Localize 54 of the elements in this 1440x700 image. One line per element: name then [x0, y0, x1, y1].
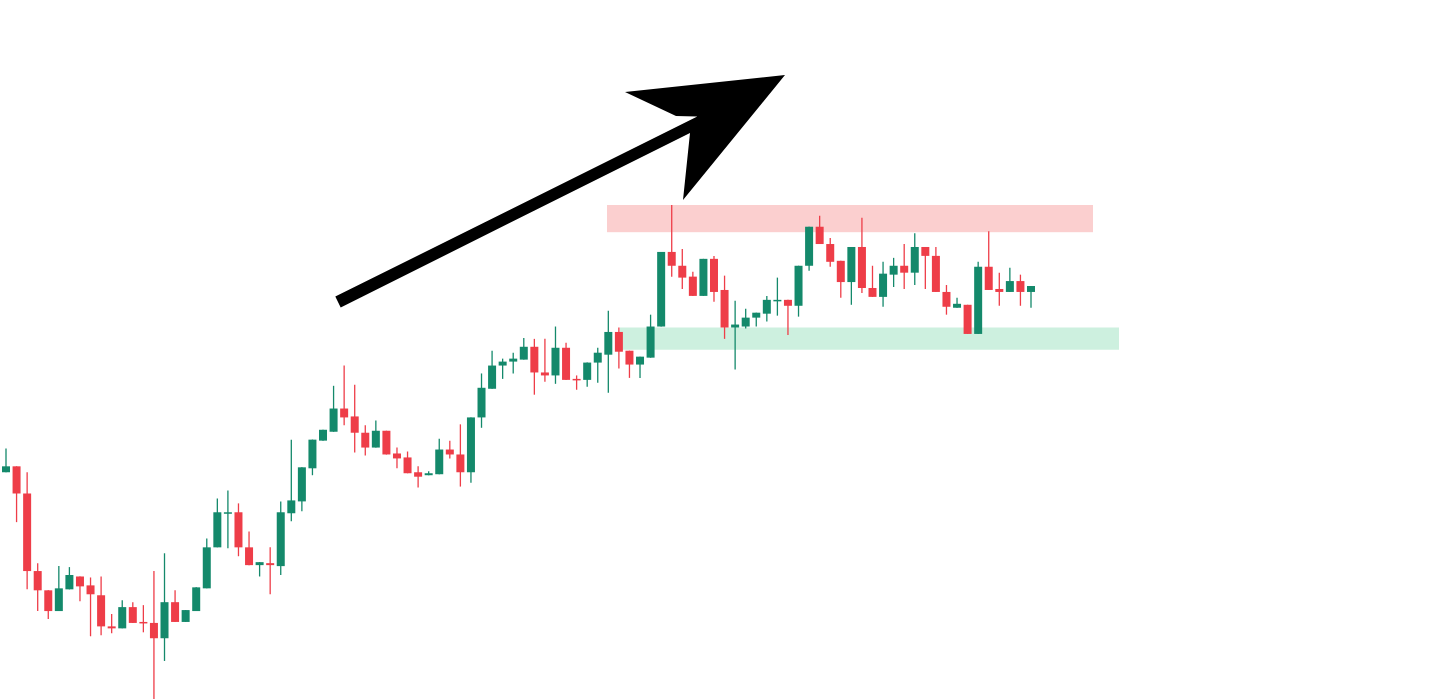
- candlestick: [149, 570, 158, 700]
- candlestick: [900, 243, 909, 290]
- candlestick: [879, 261, 888, 308]
- candlestick: [688, 271, 697, 297]
- candlestick: [371, 419, 380, 449]
- candlestick: [836, 260, 845, 299]
- candlestick: [583, 361, 592, 388]
- candlestick: [498, 357, 507, 380]
- candlestick: [942, 284, 951, 316]
- candlestick: [509, 352, 518, 375]
- candlestick: [604, 310, 613, 394]
- candlestick: [456, 423, 465, 488]
- candlestick: [678, 248, 687, 290]
- candlestick: [731, 300, 740, 371]
- candlestick: [762, 295, 771, 323]
- candlestick: [361, 424, 370, 457]
- candlestick: [953, 297, 962, 309]
- candlestick: [1016, 274, 1025, 307]
- candlestick: [118, 599, 127, 630]
- candlestick: [519, 337, 528, 361]
- candlestick: [868, 265, 877, 298]
- candlestick: [826, 237, 835, 268]
- candlestick: [889, 257, 898, 288]
- candlestick: [593, 347, 602, 384]
- candlestick: [128, 601, 137, 624]
- candlestick: [414, 465, 423, 489]
- candlestick: [350, 384, 359, 454]
- candlestick: [223, 489, 232, 549]
- candlestick: [392, 446, 401, 469]
- candlestick: [107, 613, 116, 634]
- candlestick: [625, 350, 634, 379]
- candlestick: [54, 565, 63, 612]
- candlestick: [815, 215, 824, 245]
- candlestick: [741, 308, 750, 330]
- candlestick: [75, 575, 84, 602]
- candlestick: [667, 204, 676, 278]
- candlestick: [33, 562, 42, 612]
- candlestick: [921, 246, 930, 290]
- candlestick: [287, 439, 296, 522]
- candlestick: [540, 338, 549, 383]
- candlestick: [44, 589, 53, 620]
- candlestick: [995, 272, 1004, 307]
- candlestick: [266, 546, 275, 595]
- candlestick: [245, 530, 254, 566]
- candlestick: [171, 589, 180, 623]
- candlestick: [1005, 267, 1014, 293]
- candlestick: [1027, 285, 1035, 309]
- candlestick: [614, 326, 623, 370]
- candlestick: [86, 576, 95, 637]
- candlestick: [329, 385, 338, 433]
- candlestick: [340, 364, 349, 426]
- candlestick: [984, 230, 993, 291]
- candlestick: [488, 350, 497, 390]
- candlestick: [783, 299, 792, 336]
